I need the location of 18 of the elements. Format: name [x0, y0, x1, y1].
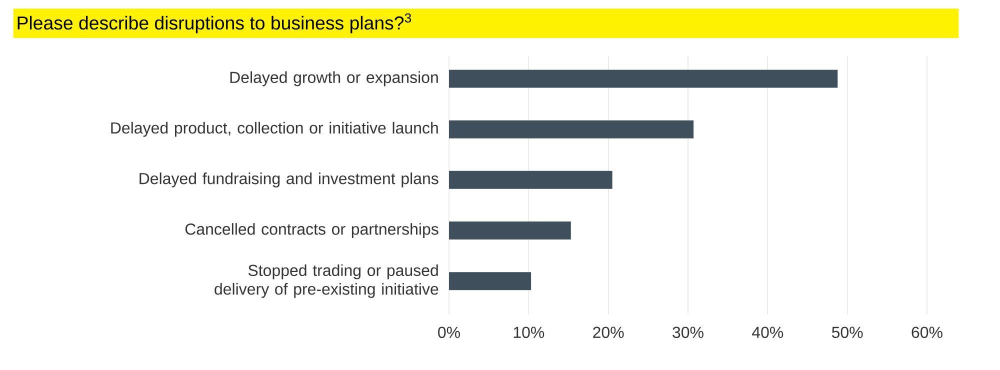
- y-tick-label: Delayed product, collection or initiative launch: [111, 122, 438, 137]
- bar: [449, 170, 612, 189]
- text: Please describe disruptions to business plans?$^{3}$: [18, 13, 412, 34]
- x-tick-label: 60%: [912, 326, 942, 338]
- bar: [449, 70, 838, 88]
- x-tick-label: 10%: [514, 326, 544, 338]
- x-tick-label: 30%: [672, 326, 704, 338]
- y-tick-label: Delayed fundraising and investment plans: [140, 172, 438, 188]
- y-tick-label: Cancelled contracts or partnerships: [185, 223, 438, 238]
- x-tick-label: 50%: [832, 326, 863, 338]
- bar: [449, 222, 571, 240]
- bar: [449, 120, 694, 138]
- x-tick-label: 0%: [438, 326, 460, 338]
- x-tick-label: 20%: [593, 326, 624, 338]
- y-tick-label: Delayed growth or expansion: [230, 71, 438, 86]
- y-tick-label: Stopped trading or paused delivery of pre-existing initiative: [214, 264, 438, 298]
- bar: [449, 272, 532, 290]
- x-tick-label: 40%: [752, 326, 784, 338]
